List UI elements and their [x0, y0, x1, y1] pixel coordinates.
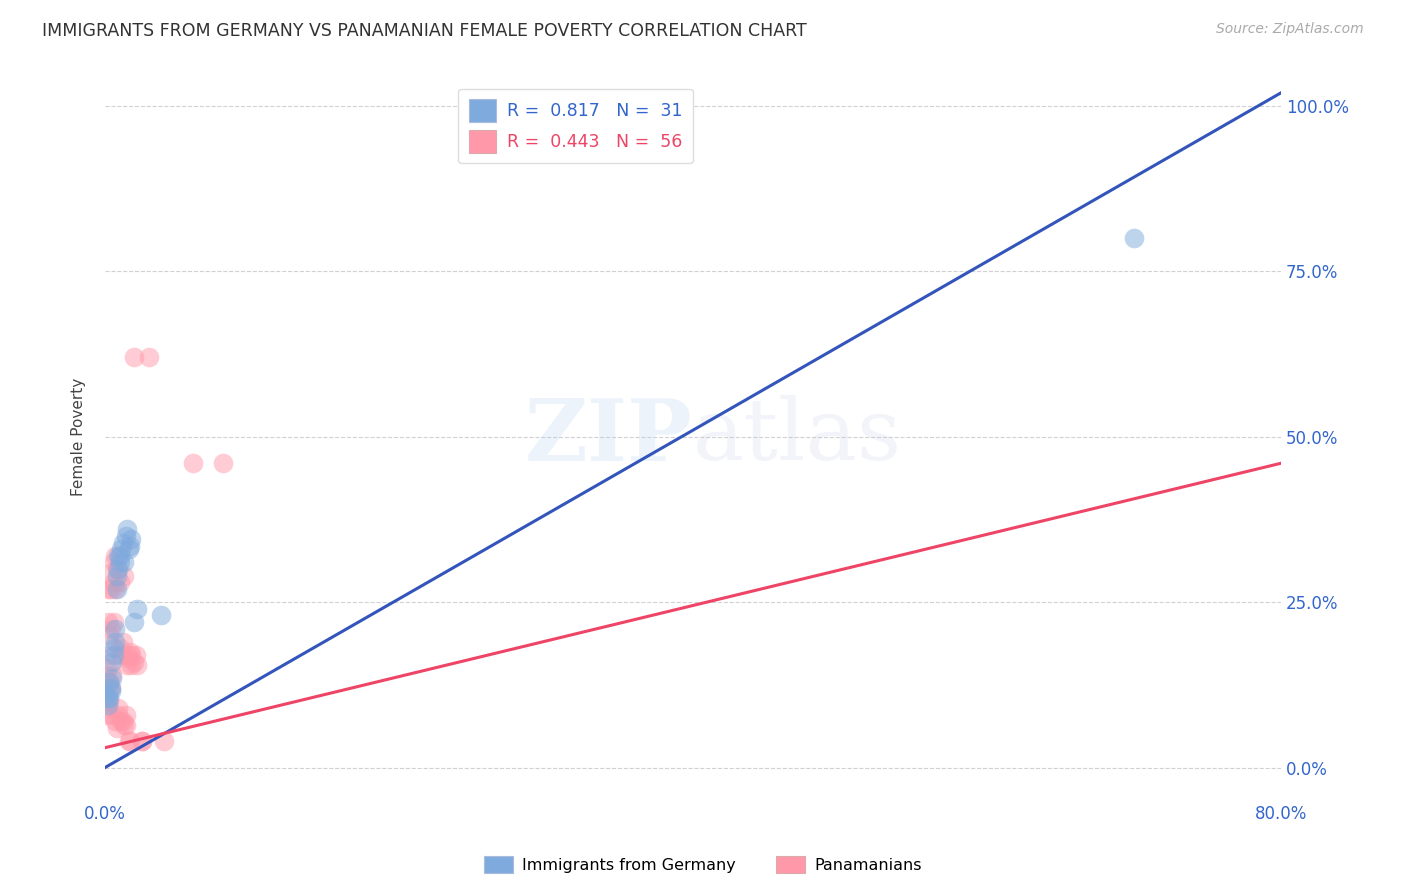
Point: [103, 648, 125, 662]
Point: [149, 608, 172, 623]
Point: [112, 717, 135, 731]
Point: [98, 694, 121, 708]
Point: [118, 734, 141, 748]
Point: [131, 734, 153, 748]
Point: [118, 539, 141, 553]
Point: [104, 714, 127, 729]
Point: [112, 568, 135, 582]
Point: [98, 648, 121, 662]
Point: [112, 556, 135, 570]
Point: [118, 645, 141, 659]
Point: [114, 707, 136, 722]
Point: [104, 622, 127, 636]
Point: [97, 698, 120, 712]
Point: [97, 582, 120, 596]
Point: [108, 556, 131, 570]
Point: [100, 622, 122, 636]
Point: [101, 707, 124, 722]
Point: [105, 562, 128, 576]
Point: [104, 549, 127, 563]
Point: [115, 523, 138, 537]
Point: [120, 658, 142, 673]
Point: [104, 635, 127, 649]
Point: [110, 714, 132, 729]
Point: [138, 351, 160, 365]
Point: [101, 668, 124, 682]
Point: [100, 684, 122, 698]
Point: [101, 671, 124, 685]
Point: [107, 549, 129, 563]
Point: [103, 556, 125, 570]
Point: [127, 601, 149, 615]
Point: [98, 628, 121, 642]
Point: [105, 721, 128, 735]
Point: [96, 707, 118, 722]
Point: [107, 701, 129, 715]
Point: [101, 566, 124, 580]
Text: Source: ZipAtlas.com: Source: ZipAtlas.com: [1216, 22, 1364, 37]
Point: [103, 615, 125, 629]
Point: [181, 456, 204, 470]
Point: [103, 641, 125, 656]
Point: [117, 651, 139, 665]
Point: [125, 648, 148, 662]
Point: [107, 707, 129, 722]
Text: IMMIGRANTS FROM GERMANY VS PANAMANIAN FEMALE POVERTY CORRELATION CHART: IMMIGRANTS FROM GERMANY VS PANAMANIAN FE…: [42, 22, 807, 40]
Point: [97, 615, 120, 629]
Point: [108, 641, 131, 656]
Point: [117, 542, 139, 557]
Point: [110, 648, 132, 662]
Point: [97, 661, 120, 675]
Point: [114, 529, 136, 543]
Point: [96, 668, 118, 682]
Point: [115, 648, 138, 662]
Point: [124, 615, 146, 629]
Point: [127, 658, 149, 673]
Point: [98, 691, 121, 706]
Point: [98, 674, 121, 689]
Point: [111, 714, 134, 729]
Point: [100, 681, 122, 695]
Point: [105, 568, 128, 582]
Point: [124, 655, 146, 669]
Point: [131, 734, 153, 748]
Point: [97, 691, 120, 706]
Point: [152, 734, 174, 748]
Point: [104, 582, 127, 596]
Point: [114, 717, 136, 731]
Point: [101, 655, 124, 669]
Point: [120, 648, 142, 662]
Point: [97, 701, 120, 715]
Point: [111, 635, 134, 649]
Point: [100, 582, 122, 596]
Legend: R =  0.817   N =  31, R =  0.443   N =  56: R = 0.817 N = 31, R = 0.443 N = 56: [458, 89, 693, 163]
Point: [96, 688, 118, 702]
Point: [100, 681, 122, 695]
Point: [110, 542, 132, 557]
Point: [107, 562, 129, 576]
Point: [105, 582, 128, 596]
Point: [103, 575, 125, 590]
Point: [97, 681, 120, 695]
Point: [111, 535, 134, 549]
Point: [96, 688, 118, 702]
Point: [108, 575, 131, 590]
Text: ZIP: ZIP: [526, 395, 693, 479]
Point: [108, 549, 131, 563]
Point: [211, 456, 233, 470]
Y-axis label: Female Poverty: Female Poverty: [72, 377, 86, 496]
Point: [117, 734, 139, 748]
Point: [115, 658, 138, 673]
Text: atlas: atlas: [693, 395, 903, 478]
Point: [1123, 231, 1146, 245]
Point: [124, 351, 146, 365]
Legend: Immigrants from Germany, Panamanians: Immigrants from Germany, Panamanians: [478, 849, 928, 880]
Point: [120, 533, 142, 547]
Point: [98, 674, 121, 689]
